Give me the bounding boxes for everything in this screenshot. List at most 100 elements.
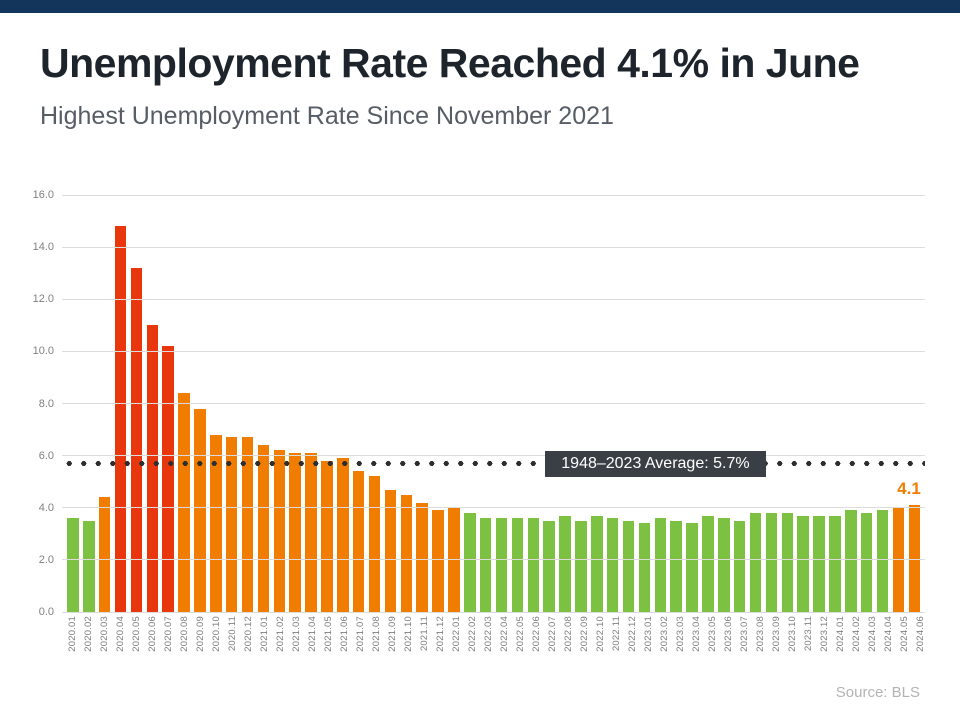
bar — [194, 408, 206, 612]
x-tick-slot: 2021.03 — [289, 612, 305, 672]
x-tick-label: 2023.08 — [754, 616, 766, 652]
bar-slot — [652, 195, 668, 612]
x-tick-slot: 2024.05 — [896, 612, 912, 672]
bar-slot — [144, 195, 160, 612]
plot-area: 1948–2023 Average: 5.7% 4.1 0.0 2.0 4.0 6.0… — [33, 189, 925, 618]
top-accent-bar — [0, 0, 960, 13]
x-tick-slot: 2022.12 — [624, 612, 640, 672]
x-tick-slot: 2023.08 — [752, 612, 768, 672]
bar — [797, 515, 809, 612]
x-tick-slot: 2021.04 — [305, 612, 321, 672]
bar-slot — [684, 195, 700, 612]
gridline — [62, 507, 925, 509]
x-tick-label: 2020.10 — [211, 616, 223, 652]
bar-slot — [637, 195, 653, 612]
x-tick-label: 2022.12 — [626, 616, 638, 652]
bar-slot — [208, 195, 224, 612]
bar — [527, 518, 540, 612]
bar-slot — [192, 195, 208, 612]
x-tick-slot: 2020.07 — [161, 612, 177, 672]
x-tick-slot: 2022.11 — [608, 612, 624, 672]
x-tick-label: 2022.06 — [531, 616, 543, 652]
page-subtitle: Highest Unemployment Rate Since November… — [40, 102, 614, 130]
bar — [575, 520, 587, 612]
x-tick-slot: 2020.01 — [65, 612, 81, 672]
x-tick-label: 2023.04 — [690, 616, 702, 652]
x-tick-slot: 2022.01 — [449, 612, 465, 672]
x-tick-label: 2023.11 — [802, 616, 814, 652]
bar-slot — [319, 195, 335, 612]
x-tick-label: 2021.11 — [419, 616, 431, 652]
x-tick-label: 2020.05 — [131, 616, 143, 652]
bar-slot — [589, 195, 605, 612]
bar-slot — [367, 195, 383, 612]
x-tick-label: 2020.11 — [227, 616, 239, 652]
x-tick-slot: 2021.05 — [321, 612, 337, 672]
x-tick-label: 2022.05 — [515, 616, 527, 652]
bar-slot — [605, 195, 621, 612]
bar-slot — [65, 195, 81, 612]
bar-slot — [398, 195, 414, 612]
x-tick-label: 2021.02 — [275, 616, 287, 652]
x-tick-label: 2021.08 — [371, 616, 383, 652]
x-tick-label: 2021.12 — [435, 616, 447, 652]
bar-slot — [700, 195, 716, 612]
x-tick-label: 2020.09 — [195, 616, 207, 652]
x-tick-label: 2022.03 — [483, 616, 495, 652]
bar — [559, 515, 571, 612]
bar — [114, 226, 127, 612]
x-tick-slot: 2022.07 — [545, 612, 561, 672]
bar — [860, 512, 873, 612]
bar — [67, 518, 79, 612]
bar — [495, 518, 508, 612]
bar-slot — [525, 195, 541, 612]
x-tick-label: 2023.03 — [674, 616, 686, 652]
x-tick-label: 2022.11 — [610, 616, 622, 652]
bar — [416, 502, 428, 612]
y-tick-label: 10.0 — [32, 345, 54, 358]
x-tick-slot: 2022.05 — [513, 612, 529, 672]
y-tick-label: 12.0 — [32, 293, 54, 306]
bar-slot — [779, 195, 795, 612]
bar-slot — [573, 195, 589, 612]
bar-slot — [383, 195, 399, 612]
bar — [829, 515, 841, 612]
x-tick-slot: 2021.06 — [337, 612, 353, 672]
x-tick-label: 2020.12 — [243, 616, 255, 652]
x-tick-slot: 2024.03 — [864, 612, 880, 672]
x-tick-slot: 2021.08 — [369, 612, 385, 672]
x-tick-label: 2022.09 — [578, 616, 590, 652]
bar — [83, 520, 95, 612]
bar-slot — [494, 195, 510, 612]
x-tick-label: 2024.05 — [898, 616, 910, 652]
gridline — [62, 246, 925, 248]
x-tick-label: 2022.10 — [594, 616, 606, 652]
bar-slot — [81, 195, 97, 612]
bar — [876, 510, 889, 612]
x-tick-slot: 2022.10 — [592, 612, 608, 672]
bar — [591, 515, 603, 612]
bar — [670, 520, 682, 612]
y-tick-label: 4.0 — [38, 501, 54, 514]
x-tick-slot: 2020.03 — [97, 612, 113, 672]
bar-slot — [303, 195, 319, 612]
x-tick-slot: 2022.06 — [529, 612, 545, 672]
x-tick-slot: 2023.01 — [640, 612, 656, 672]
bar-slot — [224, 195, 240, 612]
x-tick-slot: 2023.11 — [800, 612, 816, 672]
x-tick-label: 2021.10 — [403, 616, 415, 652]
x-tick-slot: 2022.08 — [561, 612, 577, 672]
x-tick-label: 2021.09 — [387, 616, 399, 652]
bar — [98, 497, 111, 612]
bar — [321, 460, 333, 612]
x-tick-label: 2020.06 — [147, 616, 159, 652]
x-tick-slot: 2023.07 — [736, 612, 752, 672]
gridline — [62, 611, 925, 613]
x-tick-slot: 2021.07 — [353, 612, 369, 672]
source-note: Source: BLS — [835, 684, 920, 701]
x-tick-label: 2020.07 — [163, 616, 175, 652]
x-tick-slot: 2020.04 — [113, 612, 129, 672]
x-tick-label: 2023.09 — [770, 616, 782, 652]
bar-slot — [256, 195, 272, 612]
x-tick-label: 2024.04 — [882, 616, 894, 652]
